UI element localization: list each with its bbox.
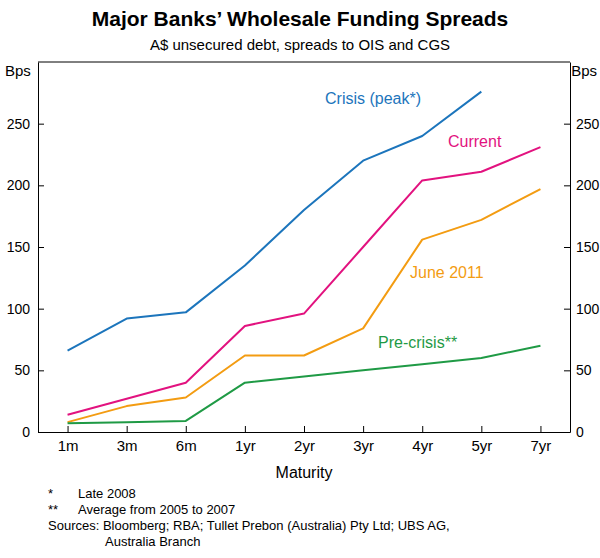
note-text: Late 2008 [78,486,136,501]
y-tick-label: 50 [14,362,30,378]
y-tick-mark [38,370,44,371]
x-tick-label: 3m [117,437,138,454]
y2-axis: 0 50 100 150 200 250 [564,63,600,440]
y-tick-mark [38,185,44,186]
y2-tick-mark [564,309,570,310]
x-tick-mark [481,426,482,432]
series-line [68,346,541,424]
series-label: June 2011 [410,264,484,281]
y2-tick-mark [564,370,570,371]
x-tick-label: 3yr [353,437,374,454]
x-tick-label: 6m [176,437,197,454]
series-label: Current [448,133,502,150]
y2-tick-label: 250 [576,116,600,132]
y2-tick-mark [564,185,570,186]
y2-tick-label: 200 [576,177,600,193]
note-marker: ** [48,502,58,517]
title: Major Banks’ Wholesale Funding Spreads [92,7,509,30]
x-tick-label: 2yr [294,437,315,454]
x-tick-label: 1m [58,437,79,454]
y-tick-label: 100 [7,301,31,317]
chart: Major Banks’ Wholesale Funding Spreads A$… [0,0,600,558]
y2-tick-label: 100 [576,301,600,317]
x-tick-mark [540,426,541,432]
y2-tick-label: 0 [576,424,584,440]
y-tick: 50 [14,362,44,378]
series-line [68,189,541,422]
y-axis: 0 50 100 150 200 250 [7,63,44,440]
series-label: Pre-crisis** [378,334,457,351]
series-label: Crisis (peak*) [325,90,421,107]
x-tick: 1yr [235,426,256,454]
y2-tick: 50 [564,362,592,378]
y-tick-label: 200 [7,177,31,193]
x-axis-title: Maturity [276,464,333,481]
y-tick: 150 [7,239,44,255]
x-tick-mark [422,426,423,432]
y-tick-mark [38,124,44,125]
frame-top [38,62,570,63]
y-tick-mark [38,309,44,310]
x-tick: 3m [117,426,138,454]
x-tick: 1m [58,426,79,454]
y2-tick: 250 [564,116,600,132]
x-tick: 2yr [294,426,315,454]
series-line [68,147,541,415]
x-tick-label: 7yr [531,437,552,454]
x-tick-label: 5yr [471,437,492,454]
y2-axis-line [570,63,571,433]
x-tick-mark [304,426,305,432]
y-tick-label: 250 [7,116,31,132]
x-axis: 1m 3m 6m 1yr 2yr 3yr 4yr 5yr 7yr [39,426,571,454]
y-tick-mark [38,247,44,248]
source: Australia Branch [105,534,200,549]
x-tick-mark [68,426,69,432]
x-tick-mark [363,426,364,432]
y2-tick-mark [564,124,570,125]
x-tick: 7yr [531,426,552,454]
series-line [68,92,482,351]
y-tick: 200 [7,177,44,193]
y-tick-label: 150 [7,239,31,255]
x-tick-label: 1yr [235,437,256,454]
x-axis-line [39,432,571,433]
y-tick-label: 0 [22,424,30,440]
y2-tick-mark [564,247,570,248]
y2-tick-label: 50 [576,362,592,378]
y-tick: 0 [22,424,44,440]
y2-tick: 0 [564,424,584,440]
y2-tick-label: 150 [576,239,600,255]
note-marker: * [48,486,53,501]
y2-tick: 100 [564,301,600,317]
x-tick: 3yr [353,426,374,454]
y2-tick: 200 [564,177,600,193]
y-axis-title: Bps [5,62,31,79]
x-tick: 5yr [471,426,492,454]
x-tick: 6m [176,426,197,454]
plot-area [68,92,541,424]
y-tick: 100 [7,301,44,317]
subtitle: A$ unsecured debt, spreads to OIS and CG… [150,36,450,53]
x-tick-mark [186,426,187,432]
y-tick: 250 [7,116,44,132]
note-text: Average from 2005 to 2007 [78,502,235,517]
x-tick: 4yr [412,426,433,454]
y2-axis-title: Bps [571,62,597,79]
source: Sources: Bloomberg; RBA; Tullet Prebon (… [48,518,450,533]
x-tick-mark [127,426,128,432]
y2-tick: 150 [564,239,600,255]
x-tick-mark [245,426,246,432]
x-tick-label: 4yr [412,437,433,454]
